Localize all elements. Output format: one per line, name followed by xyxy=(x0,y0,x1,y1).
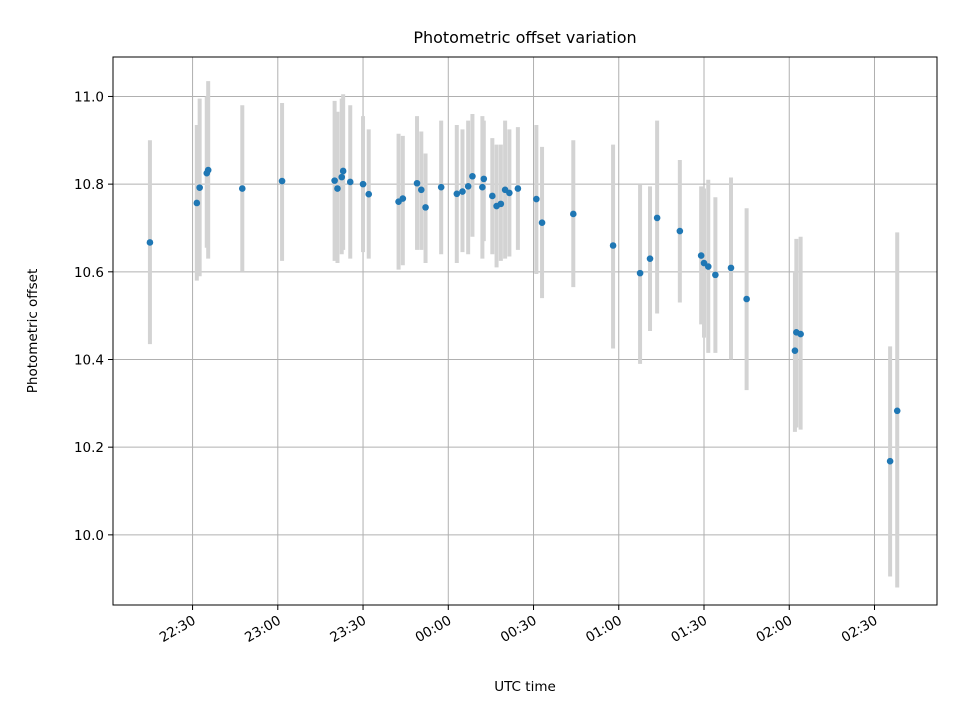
chart-title: Photometric offset variation xyxy=(413,28,636,47)
y-tick-label: 10.8 xyxy=(74,177,104,193)
y-tick-label: 10.6 xyxy=(74,265,104,281)
data-point xyxy=(479,183,486,191)
x-tick-label: 00:00 xyxy=(413,613,455,646)
data-point xyxy=(334,185,341,192)
y-axis-label: Photometric offset xyxy=(25,269,41,393)
data-point xyxy=(453,190,461,198)
data-point xyxy=(727,264,735,272)
data-point xyxy=(886,457,894,465)
data-point xyxy=(646,255,654,262)
data-point xyxy=(704,263,712,270)
x-tick-label: 01:30 xyxy=(668,613,710,646)
data-point xyxy=(413,179,421,187)
x-tick-label: 00:30 xyxy=(498,613,540,646)
data-point xyxy=(489,192,496,200)
data-point xyxy=(469,172,476,180)
data-point xyxy=(278,177,286,185)
data-point xyxy=(193,199,201,207)
data-point xyxy=(893,407,901,415)
data-point xyxy=(676,227,684,235)
x-tick-label: 23:30 xyxy=(327,613,369,646)
data-point xyxy=(570,210,577,218)
data-point xyxy=(791,347,799,355)
plot-frame xyxy=(112,56,938,606)
grid xyxy=(113,57,937,605)
data-point xyxy=(196,184,203,191)
x-tick-label: 02:00 xyxy=(754,613,796,646)
data-point xyxy=(636,269,644,277)
data-point xyxy=(712,271,719,279)
data-point xyxy=(422,204,429,211)
x-tick-label: 22:30 xyxy=(157,613,199,646)
data-point xyxy=(204,166,212,174)
y-tick-label: 10.4 xyxy=(74,352,104,368)
data-point xyxy=(459,188,466,195)
data-point xyxy=(437,183,445,191)
data-point xyxy=(339,167,347,175)
error-bars xyxy=(147,81,900,588)
data-point xyxy=(417,186,425,194)
y-tick-label: 10.0 xyxy=(74,528,104,544)
data-point xyxy=(497,200,505,208)
data-point xyxy=(399,195,407,202)
y-tick-label: 10.2 xyxy=(74,440,104,456)
data-point xyxy=(538,219,546,227)
data-point xyxy=(514,185,522,192)
data-point xyxy=(338,173,346,181)
x-axis: 22:30 23:00 23:30 00:00 00:30 01:00 01:30 02:00… xyxy=(157,605,881,646)
data-point xyxy=(609,242,617,249)
data-point xyxy=(480,175,488,183)
y-axis: 10.0 10.2 10.4 10.6 10.8 11.0 xyxy=(74,89,113,544)
data-point xyxy=(238,185,246,192)
data-point xyxy=(653,214,661,222)
data-point xyxy=(797,330,804,338)
y-tick-label: 11.0 xyxy=(74,89,104,105)
x-tick-label: 01:00 xyxy=(583,613,625,646)
data-point xyxy=(359,180,367,188)
x-axis-label: UTC time xyxy=(494,679,556,695)
x-tick-label: 02:30 xyxy=(839,613,881,646)
data-point xyxy=(365,190,373,198)
data-point xyxy=(533,195,540,203)
data-points xyxy=(146,166,901,465)
data-point xyxy=(346,178,354,186)
x-tick-label: 23:00 xyxy=(242,613,284,646)
data-point xyxy=(146,239,154,246)
data-point xyxy=(331,177,338,184)
data-point xyxy=(506,189,513,197)
data-point xyxy=(743,295,750,303)
data-point xyxy=(464,183,472,190)
data-point xyxy=(697,252,705,259)
